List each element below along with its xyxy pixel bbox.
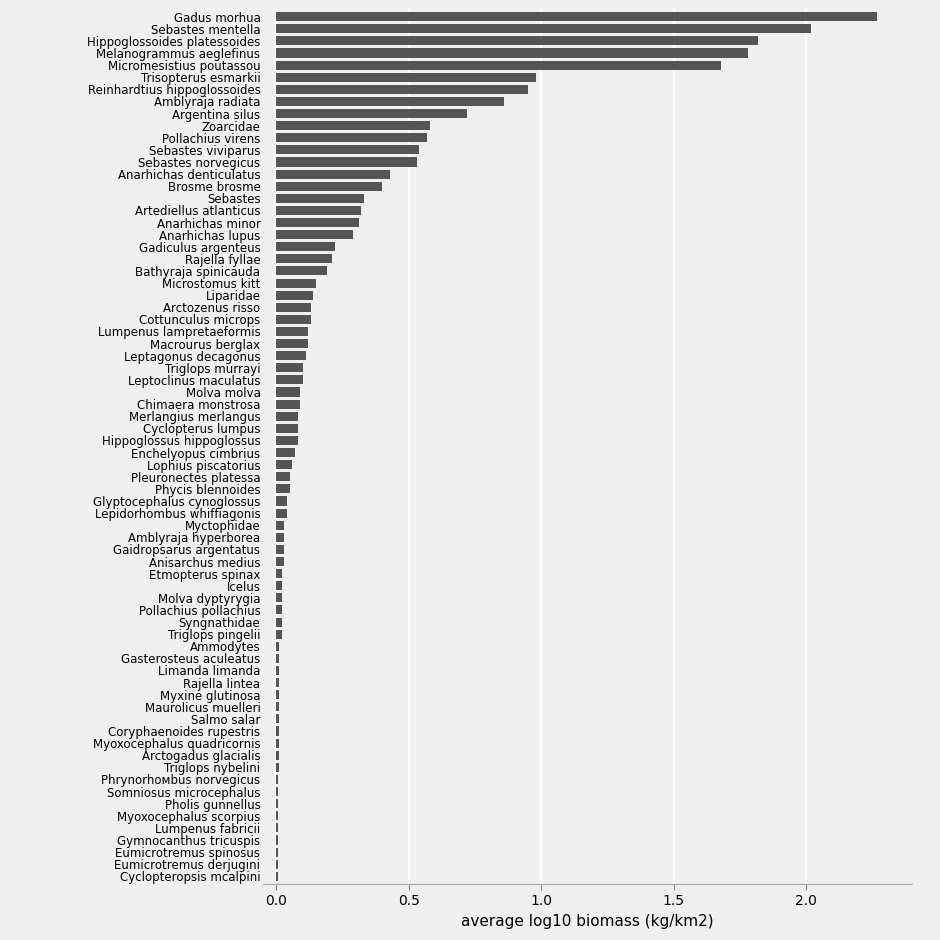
Bar: [276, 618, 282, 627]
Bar: [276, 278, 316, 288]
Bar: [276, 871, 277, 881]
Bar: [276, 72, 536, 82]
Bar: [276, 181, 383, 191]
Bar: [276, 375, 303, 384]
Bar: [276, 702, 279, 712]
Bar: [276, 303, 311, 312]
Bar: [276, 678, 279, 687]
Bar: [276, 557, 285, 566]
Bar: [276, 654, 279, 663]
Bar: [276, 860, 277, 869]
Bar: [276, 339, 308, 348]
Bar: [276, 569, 282, 578]
Bar: [276, 472, 290, 481]
Bar: [276, 605, 282, 615]
Bar: [276, 448, 295, 457]
Bar: [276, 799, 277, 808]
Bar: [276, 484, 290, 494]
Bar: [276, 169, 390, 179]
Bar: [276, 714, 279, 724]
Bar: [276, 787, 277, 796]
Bar: [276, 533, 285, 541]
Bar: [276, 315, 311, 324]
Bar: [276, 194, 364, 203]
Bar: [276, 400, 300, 409]
Bar: [276, 690, 279, 699]
Bar: [276, 12, 877, 22]
Bar: [276, 763, 279, 772]
Bar: [276, 363, 303, 372]
Bar: [276, 630, 282, 638]
Bar: [276, 109, 467, 118]
Bar: [276, 496, 287, 506]
Bar: [276, 460, 292, 469]
Bar: [276, 642, 279, 650]
Bar: [276, 146, 419, 154]
Bar: [276, 412, 298, 421]
Bar: [276, 545, 285, 554]
Bar: [276, 823, 277, 833]
Bar: [276, 666, 279, 675]
Bar: [276, 266, 327, 275]
Bar: [276, 739, 279, 747]
Bar: [276, 133, 428, 142]
Bar: [276, 97, 504, 106]
Bar: [276, 230, 353, 239]
Bar: [276, 751, 279, 760]
Bar: [276, 593, 282, 603]
Bar: [276, 521, 285, 530]
Bar: [276, 60, 721, 70]
Bar: [276, 206, 361, 215]
Bar: [276, 436, 298, 445]
Bar: [276, 24, 811, 33]
Bar: [276, 352, 306, 360]
Bar: [276, 581, 282, 590]
Bar: [276, 243, 335, 251]
Bar: [276, 255, 332, 263]
Bar: [276, 727, 279, 736]
Bar: [276, 327, 308, 336]
Bar: [276, 290, 314, 300]
Bar: [276, 811, 277, 821]
Bar: [276, 836, 277, 844]
Bar: [276, 387, 300, 397]
Bar: [276, 509, 287, 518]
X-axis label: average log10 biomass (kg/km2): average log10 biomass (kg/km2): [462, 914, 713, 929]
Bar: [276, 424, 298, 433]
Bar: [276, 121, 430, 130]
Bar: [276, 775, 277, 784]
Bar: [276, 85, 528, 94]
Bar: [276, 218, 358, 227]
Bar: [276, 157, 416, 166]
Bar: [276, 49, 747, 57]
Bar: [276, 848, 277, 856]
Bar: [276, 37, 759, 45]
